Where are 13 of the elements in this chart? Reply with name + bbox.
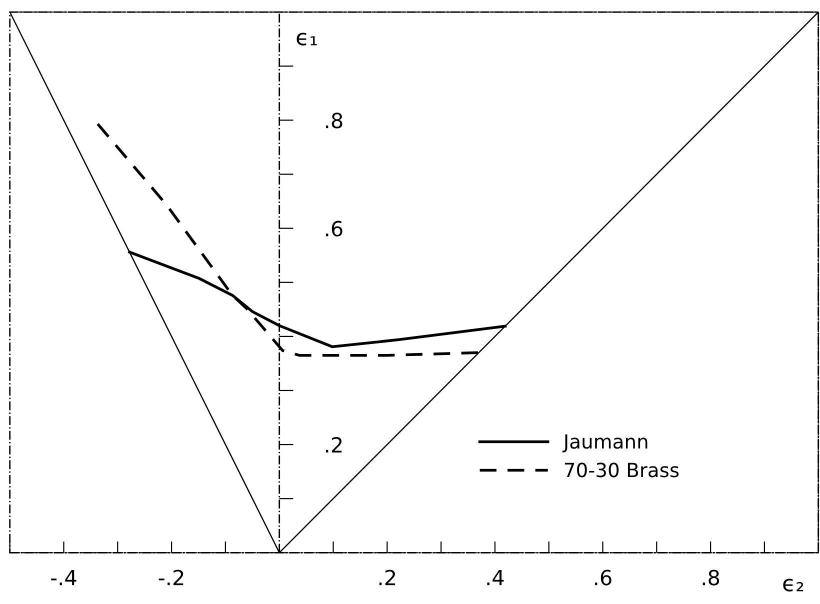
x-tick-label: .8 bbox=[702, 570, 720, 586]
x-axis-title: ϵ₂ bbox=[783, 578, 804, 592]
y-axis-title: ϵ₁ bbox=[296, 32, 317, 46]
x-tick-label: .6 bbox=[595, 570, 612, 586]
x-tick-label: .4 bbox=[487, 570, 504, 586]
x-tick-label: -.2 bbox=[158, 570, 184, 586]
legend-label: Jaumann bbox=[562, 434, 648, 452]
y-tick-label: .8 bbox=[326, 112, 342, 128]
x-tick-label: .2 bbox=[379, 570, 395, 586]
x-tick-label: -.4 bbox=[51, 570, 76, 586]
y-tick-label: .6 bbox=[326, 220, 342, 237]
legend-label: 70-30 Brass bbox=[564, 462, 679, 478]
y-tick-label: .2 bbox=[326, 436, 342, 452]
